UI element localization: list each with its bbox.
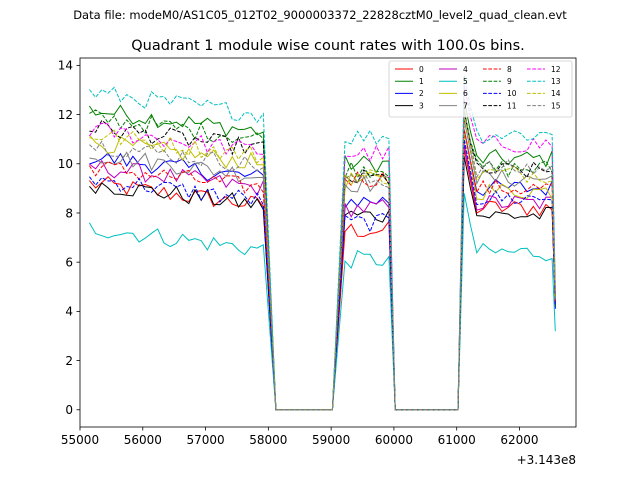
legend-label-6: 6: [463, 89, 468, 98]
y-tick-label: 2: [65, 354, 73, 368]
legend-label-11: 11: [507, 101, 517, 110]
x-tick-label: 60000: [375, 433, 413, 447]
y-tick-label: 10: [58, 157, 73, 171]
legend-label-3: 3: [419, 101, 424, 110]
legend-label-13: 13: [551, 77, 561, 86]
series-line-0: [89, 148, 556, 411]
legend-label-1: 1: [419, 77, 424, 86]
legend-label-12: 12: [551, 65, 561, 74]
y-tick-label: 12: [58, 108, 73, 122]
x-tick-label: 58000: [249, 433, 287, 447]
series-line-1: [88, 99, 556, 411]
series-line-11: [89, 112, 556, 411]
chart-title: Quadrant 1 module wise count rates with …: [131, 38, 525, 54]
chart-suptitle: Data file: modeM0/AS1C05_012T02_90000033…: [73, 8, 567, 22]
series-line-4: [89, 144, 556, 411]
series-line-10: [88, 139, 556, 411]
legend-label-5: 5: [463, 77, 468, 86]
x-tick-label: 62000: [500, 433, 538, 447]
plot-frame: [79, 57, 577, 428]
y-tick-label: 0: [65, 403, 73, 417]
x-tick-label: 59000: [312, 433, 350, 447]
legend-label-0: 0: [419, 65, 424, 74]
legend-label-7: 7: [463, 101, 468, 110]
x-tick-label: 61000: [438, 433, 476, 447]
x-tick-label: 55000: [61, 433, 99, 447]
series-line-14: [89, 114, 556, 411]
series-line-5: [88, 193, 556, 411]
y-tick-label: 14: [58, 59, 73, 73]
series-line-9: [89, 109, 556, 411]
y-tick-label: 6: [65, 255, 73, 269]
x-tick-label: 56000: [124, 433, 162, 447]
legend-label-15: 15: [551, 101, 561, 110]
x-tick-label: 57000: [186, 433, 224, 447]
series-line-8: [88, 129, 556, 411]
series-line-15: [89, 109, 556, 411]
legend-label-8: 8: [507, 65, 512, 74]
series-line-12: [88, 85, 556, 411]
series-line-13: [89, 75, 556, 411]
legend-label-9: 9: [507, 77, 512, 86]
y-tick-label: 4: [65, 305, 73, 319]
y-tick-label: 8: [65, 206, 73, 220]
legend-label-10: 10: [507, 89, 517, 98]
legend-label-4: 4: [463, 65, 468, 74]
series-line-7: [89, 119, 556, 411]
legend-label-14: 14: [551, 89, 561, 98]
x-offset-text: +3.143e8: [517, 453, 576, 467]
legend-box: [388, 60, 573, 118]
legend-label-2: 2: [419, 89, 424, 98]
